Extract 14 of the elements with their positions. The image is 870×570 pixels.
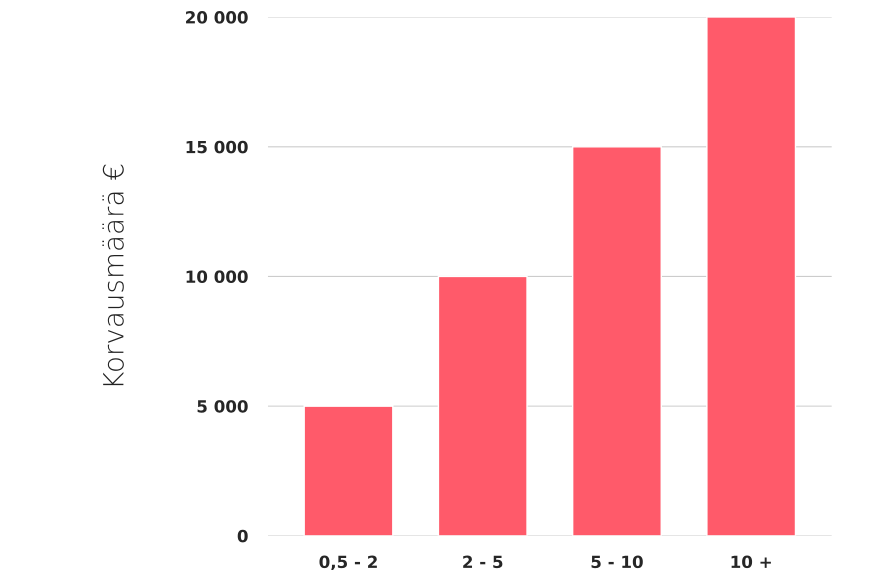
x-tick-label: 5 - 10 — [592, 556, 643, 568]
x-tick-label: 0,5 - 2 — [319, 556, 377, 570]
y-tick-label: 20 000 — [186, 11, 248, 24]
bar — [706, 17, 796, 536]
y-tick-label: 10 000 — [186, 270, 248, 284]
bar — [572, 146, 662, 536]
y-tick-label: 5 000 — [198, 400, 248, 413]
y-axis-title: Korvausmäärä € — [102, 164, 124, 386]
bar — [304, 405, 394, 536]
x-tick-label: 2 - 5 — [463, 556, 502, 568]
bar — [438, 276, 528, 536]
x-tick-label: 10 + — [732, 556, 771, 568]
y-tick-label: 0 — [238, 530, 248, 542]
y-tick-label: 15 000 — [186, 140, 248, 154]
